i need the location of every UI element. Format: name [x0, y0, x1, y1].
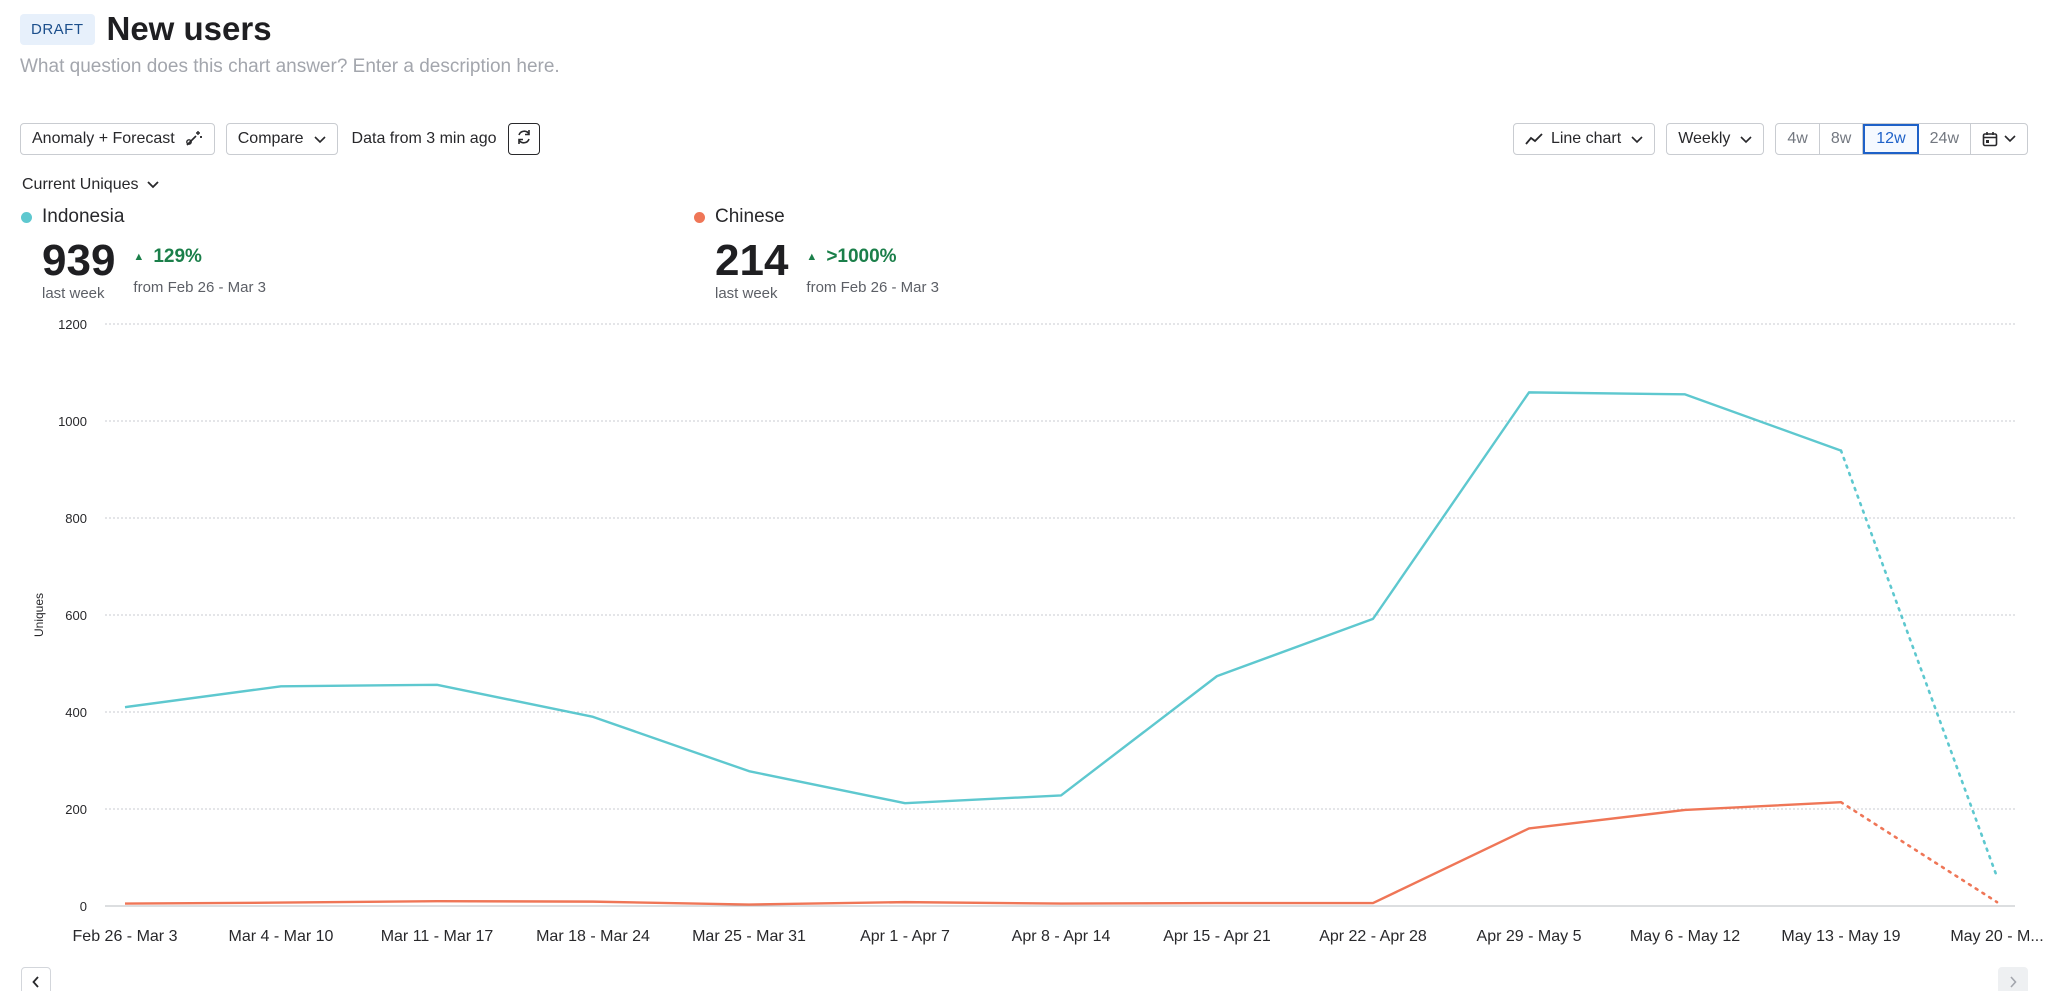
interval-label: Weekly	[1678, 130, 1731, 147]
metric-label: Current Uniques	[22, 176, 139, 193]
x-tick-label: Apr 15 - Apr 21	[1163, 928, 1271, 945]
page-title[interactable]: New users	[106, 10, 272, 47]
chinese-color-dot	[694, 211, 705, 223]
y-tick-label: 0	[80, 899, 87, 914]
y-tick-label: 400	[65, 705, 87, 720]
interval-dropdown[interactable]: Weekly	[1666, 123, 1765, 155]
y-tick-label: 600	[65, 608, 87, 623]
x-tick-label: Apr 8 - Apr 14	[1012, 928, 1111, 945]
legend-compare: from Feb 26 - Mar 3	[133, 279, 266, 296]
description-input[interactable]: What question does this chart answer? En…	[20, 56, 560, 77]
range-24w[interactable]: 24w	[1919, 124, 1971, 154]
x-tick-label: May 13 - May 19	[1781, 928, 1900, 945]
legend-name: Indonesia	[42, 206, 125, 227]
legend-period: last week	[715, 285, 778, 302]
series-line-chinese	[124, 801, 1842, 906]
x-tick-label: May 20 - M...	[1950, 928, 2043, 945]
line-chart-icon	[1525, 132, 1543, 146]
x-tick-label: Mar 11 - Mar 17	[381, 928, 494, 945]
draft-badge: DRAFT	[20, 13, 95, 45]
range-12w[interactable]: 12w	[1863, 124, 1919, 154]
indonesia-color-dot	[21, 211, 32, 223]
chevron-down-icon	[2004, 135, 2016, 143]
toolbar-right: Line chart Weekly 4w 8w 12w 24w	[1512, 123, 2028, 155]
chevron-down-icon	[1740, 132, 1752, 147]
y-tick-label: 1000	[58, 414, 87, 429]
legend-compare: from Feb 26 - Mar 3	[806, 279, 939, 296]
triangle-up-icon: ▲	[806, 251, 818, 263]
x-tick-label: Mar 25 - Mar 31	[692, 928, 806, 945]
legend-value: 214	[715, 236, 789, 285]
compare-button[interactable]: Compare	[225, 123, 338, 155]
data-age: Data from 3 min ago	[351, 130, 497, 147]
series-forecast-chinese	[1839, 800, 1999, 904]
calendar-icon	[1982, 131, 1998, 147]
x-tick-label: Apr 1 - Apr 7	[860, 928, 950, 945]
legend-chinese[interactable]: Chinese 214 last week ▲ >1000% from Feb 2…	[694, 206, 939, 302]
chevron-down-icon	[1631, 132, 1643, 147]
anomaly-forecast-button[interactable]: Anomaly + Forecast	[20, 123, 215, 155]
anomaly-forecast-label: Anomaly + Forecast	[32, 130, 175, 147]
series-forecast-indonesia	[1839, 449, 1999, 879]
legend-value: 939	[42, 236, 116, 285]
range-4w[interactable]: 4w	[1776, 124, 1820, 154]
compare-label: Compare	[237, 130, 304, 147]
legend-period: last week	[42, 285, 105, 302]
scroll-right-button[interactable]	[1998, 967, 2028, 991]
x-tick-label: Apr 22 - Apr 28	[1319, 928, 1427, 945]
y-tick-label: 1200	[58, 317, 87, 332]
x-tick-label: May 6 - May 12	[1630, 928, 1740, 945]
legend-change: >1000%	[826, 246, 897, 267]
legend-name: Chinese	[715, 206, 785, 227]
chevron-right-icon	[2009, 976, 2017, 988]
scroll-left-button[interactable]	[21, 967, 51, 991]
date-picker-button[interactable]	[1971, 124, 2027, 154]
x-tick-label: Feb 26 - Mar 3	[73, 928, 178, 945]
y-tick-label: 200	[65, 802, 87, 817]
legend-indonesia[interactable]: Indonesia 939 last week ▲ 129% from Feb 2…	[21, 206, 266, 302]
x-tick-label: Apr 29 - May 5	[1477, 928, 1582, 945]
chevron-left-icon	[32, 976, 40, 988]
metric-dropdown[interactable]: Current Uniques	[22, 176, 159, 194]
y-axis-label: Uniques	[32, 593, 46, 637]
chart-type-dropdown[interactable]: Line chart	[1512, 123, 1656, 155]
triangle-up-icon: ▲	[133, 251, 145, 263]
refresh-icon	[515, 128, 533, 151]
legend-change: 129%	[153, 246, 202, 267]
chevron-down-icon	[146, 181, 159, 189]
magic-wand-icon	[185, 129, 203, 150]
refresh-button[interactable]	[507, 123, 540, 155]
range-selector: 4w 8w 12w 24w	[1775, 123, 2028, 155]
toolbar-left: Anomaly + Forecast Compare Data from 3 m…	[20, 123, 540, 155]
chart-type-label: Line chart	[1550, 130, 1622, 147]
chevron-down-icon	[313, 132, 326, 147]
x-tick-label: Mar 18 - Mar 24	[536, 928, 650, 945]
x-tick-label: Mar 4 - Mar 10	[229, 928, 334, 945]
series-line-indonesia	[124, 391, 1842, 805]
y-tick-label: 800	[65, 511, 87, 526]
range-8w[interactable]: 8w	[1820, 124, 1864, 154]
header: DRAFT New users	[20, 10, 272, 48]
